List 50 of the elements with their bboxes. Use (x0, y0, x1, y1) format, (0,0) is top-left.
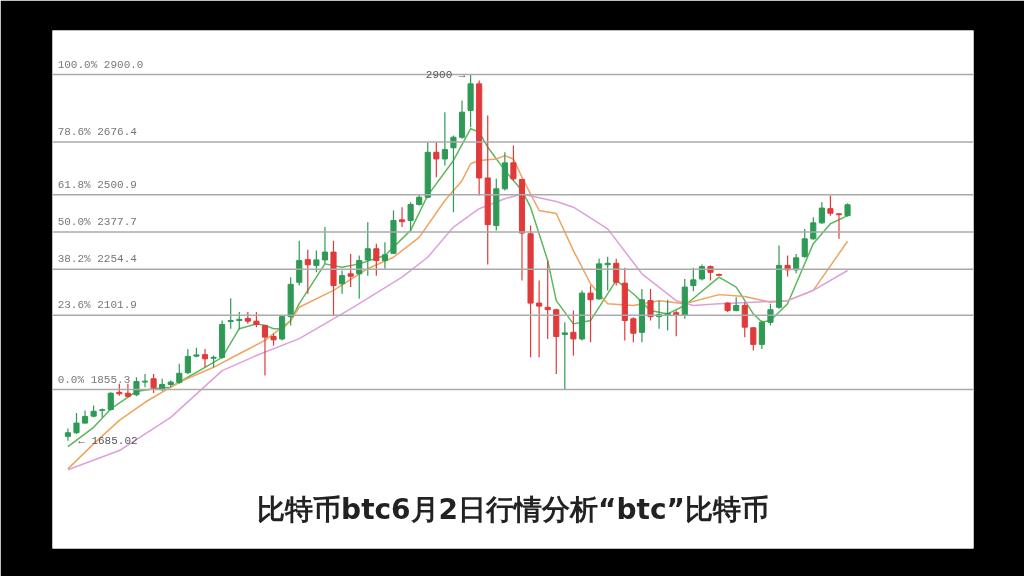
candlestick (381, 241, 388, 270)
candlestick (801, 228, 808, 259)
candlestick (201, 348, 209, 368)
annotation: 比特币btc6月2日行情分析“btc”比特币 (257, 493, 769, 527)
candlestick (510, 144, 517, 182)
candlestick (741, 301, 748, 338)
candlestick (604, 256, 611, 291)
candlestick (433, 141, 440, 178)
candlestick (227, 297, 234, 330)
candlestick (630, 316, 637, 343)
candlestick (261, 324, 269, 377)
candlestick (373, 243, 380, 277)
candlestick (133, 376, 140, 397)
candlestick (441, 111, 448, 167)
candlestick (561, 321, 568, 391)
candlestick (313, 250, 320, 273)
ref-line-label: 61.8% 2500.9 (57, 178, 137, 191)
candlestick (73, 412, 80, 435)
ref-line-label: 23.6% 2101.9 (57, 299, 137, 312)
candlestick (321, 226, 329, 265)
candlestick (818, 201, 825, 225)
candlestick (304, 249, 311, 295)
ref-line-label: 100.0% 2900.0 (57, 58, 144, 71)
candlestick (184, 348, 191, 375)
annotation: 2900 → (425, 68, 466, 81)
candlestick (835, 212, 843, 240)
ref-line-label: 50.0% 2377.7 (57, 216, 137, 228)
ref-line-label: 78.6% 2676.4 (57, 125, 138, 138)
candlestick (176, 363, 183, 385)
candlestick (398, 206, 406, 228)
candlestick (124, 383, 131, 398)
candlestick (570, 310, 577, 357)
candlestick (758, 319, 765, 350)
candlestick (587, 284, 594, 343)
candlestick (347, 253, 354, 288)
ref-line-label: 0.0% 1855.3 (57, 373, 131, 386)
candlestick (64, 427, 71, 442)
candlestick (536, 279, 543, 358)
candlestick (647, 288, 654, 322)
candlestick (339, 269, 346, 295)
candlestick (750, 326, 757, 352)
candlestick (141, 373, 149, 388)
candlestick (827, 194, 834, 217)
candlestick (150, 373, 157, 394)
candlestick (450, 134, 457, 213)
candlestick (296, 240, 303, 287)
candlestick (407, 201, 414, 231)
ref-line-label: 38.2% 2254.4 (57, 253, 138, 266)
candlestick (364, 221, 371, 277)
candlestick (544, 259, 551, 340)
